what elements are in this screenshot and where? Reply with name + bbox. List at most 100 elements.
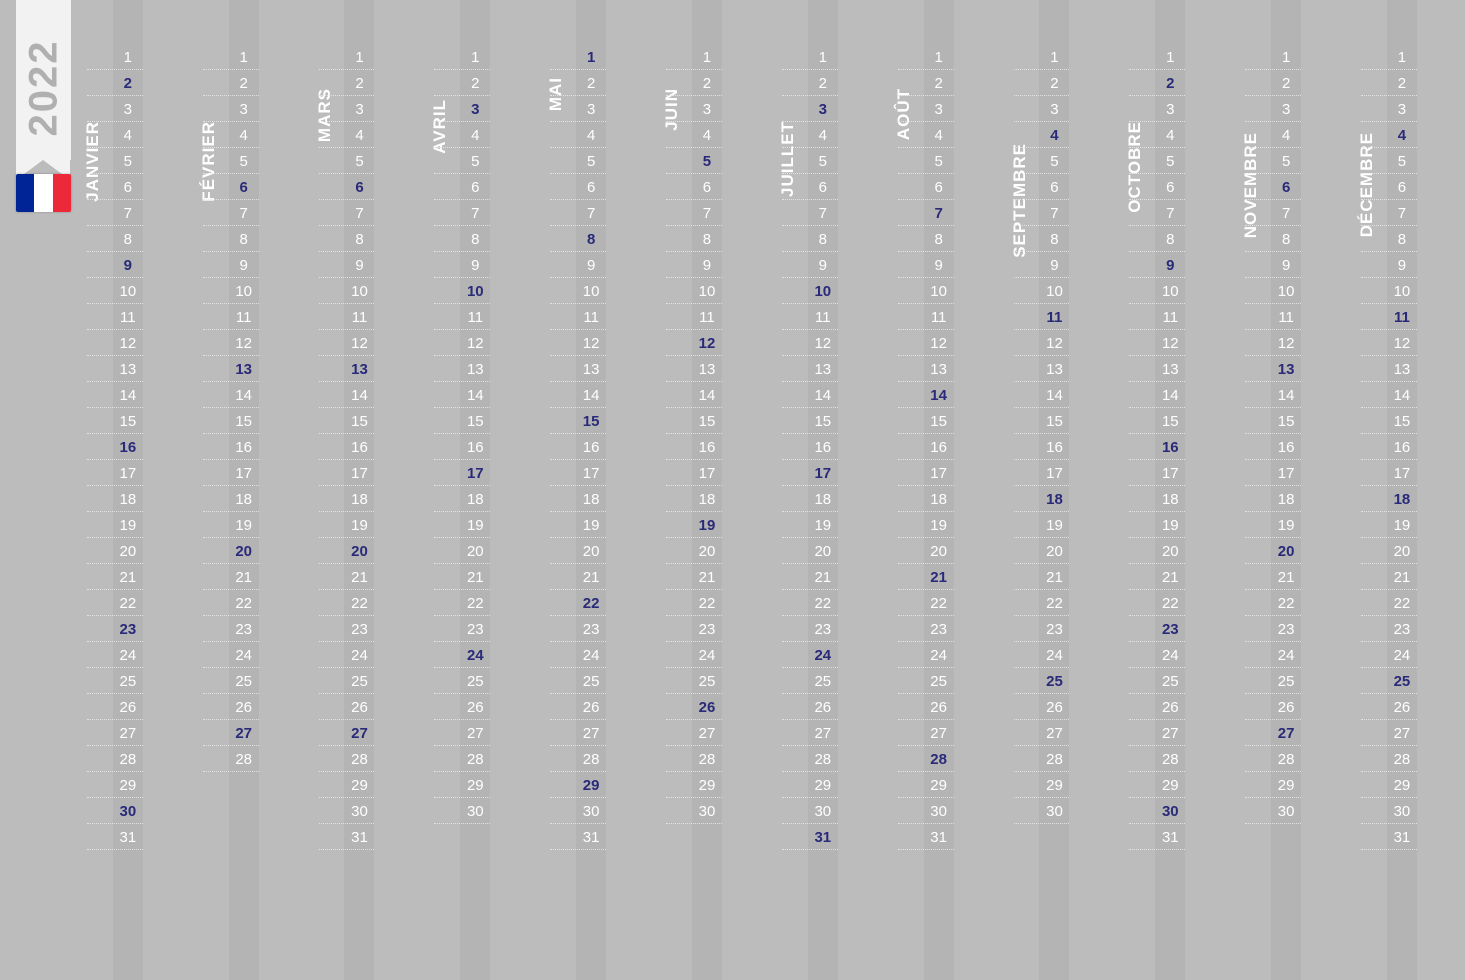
day-row: 15 [191,408,307,434]
day-row: 20 [886,538,1002,564]
day-row: 24 [654,642,770,668]
day-row: 14 [538,382,654,408]
day-row: 12 [654,330,770,356]
month-column: AOÛT123456789101112131415161718192021222… [886,0,1002,980]
day-number: 21 [113,569,143,586]
day-number: 13 [924,361,954,378]
day-number: 20 [808,543,838,560]
day-row: 6 [1233,174,1349,200]
day-row: 25 [1117,668,1233,694]
day-row: 11 [1117,304,1233,330]
day-row: 13 [1002,356,1118,382]
day-row: 28 [75,746,191,772]
day-number: 15 [808,413,838,430]
day-number: 8 [808,231,838,248]
day-number: 13 [460,361,490,378]
day-number: 1 [344,49,374,66]
day-number: 3 [1039,101,1069,118]
day-number: 16 [229,439,259,456]
day-number: 23 [924,621,954,638]
day-number: 24 [113,647,143,664]
day-row: 12 [1233,330,1349,356]
day-row: 24 [422,642,538,668]
day-number: 19 [229,517,259,534]
day-number-highlight: 16 [113,439,143,456]
day-row: 10 [422,278,538,304]
day-number: 29 [692,777,722,794]
day-number-highlight: 10 [808,283,838,300]
day-row: 18 [75,486,191,512]
day-number: 1 [1387,49,1417,66]
day-number: 11 [344,309,374,326]
day-number: 26 [808,699,838,716]
day-row: 8 [538,226,654,252]
day-row: 14 [886,382,1002,408]
day-number-highlight: 2 [1155,75,1185,92]
day-number-highlight: 27 [1271,725,1301,742]
day-row: 29 [1233,772,1349,798]
day-row: 4 [307,122,423,148]
day-number-highlight: 17 [808,465,838,482]
day-row: 16 [1117,434,1233,460]
day-number: 30 [1039,803,1069,820]
day-number: 19 [1155,517,1185,534]
day-row: 8 [75,226,191,252]
day-row: 10 [1233,278,1349,304]
day-row: 7 [1002,200,1118,226]
day-row: 31 [770,824,886,850]
day-number: 26 [1387,699,1417,716]
day-number: 29 [113,777,143,794]
day-number: 31 [113,829,143,846]
day-number: 28 [576,751,606,768]
day-row: 17 [1117,460,1233,486]
day-row: 16 [654,434,770,460]
day-number: 17 [1039,465,1069,482]
day-row: 10 [191,278,307,304]
day-row: 26 [1349,694,1465,720]
day-number: 7 [808,205,838,222]
day-row: 21 [1349,564,1465,590]
day-row: 24 [1233,642,1349,668]
day-number-highlight: 3 [808,101,838,118]
day-number: 27 [1387,725,1417,742]
day-row: 1 [1233,44,1349,70]
day-row: 3 [191,96,307,122]
day-row: 29 [1349,772,1465,798]
day-number: 24 [229,647,259,664]
day-row: 11 [770,304,886,330]
day-number: 18 [924,491,954,508]
day-row: 23 [422,616,538,642]
day-row: 17 [1349,460,1465,486]
day-number: 26 [460,699,490,716]
day-number: 5 [924,153,954,170]
day-number: 20 [692,543,722,560]
day-number: 10 [924,283,954,300]
day-number: 19 [576,517,606,534]
day-row: 11 [75,304,191,330]
day-row: 14 [770,382,886,408]
day-number: 1 [460,49,490,66]
day-number: 14 [344,387,374,404]
day-row: 10 [886,278,1002,304]
day-number: 27 [1155,725,1185,742]
day-number: 19 [808,517,838,534]
day-number: 13 [113,361,143,378]
day-number: 9 [808,257,838,274]
day-number: 7 [1039,205,1069,222]
day-number: 11 [1155,309,1185,326]
day-number: 29 [1271,777,1301,794]
day-number: 21 [576,569,606,586]
days-list: 1234567891011121314151617181920212223242… [75,44,191,850]
day-row: 19 [538,512,654,538]
day-row: 23 [1349,616,1465,642]
day-number: 18 [576,491,606,508]
day-row: 4 [422,122,538,148]
day-row: 20 [191,538,307,564]
day-row: 5 [770,148,886,174]
day-row: 18 [1349,486,1465,512]
day-number: 31 [1155,829,1185,846]
day-number: 8 [1387,231,1417,248]
day-row: 25 [654,668,770,694]
day-row: 18 [886,486,1002,512]
day-row: 19 [422,512,538,538]
